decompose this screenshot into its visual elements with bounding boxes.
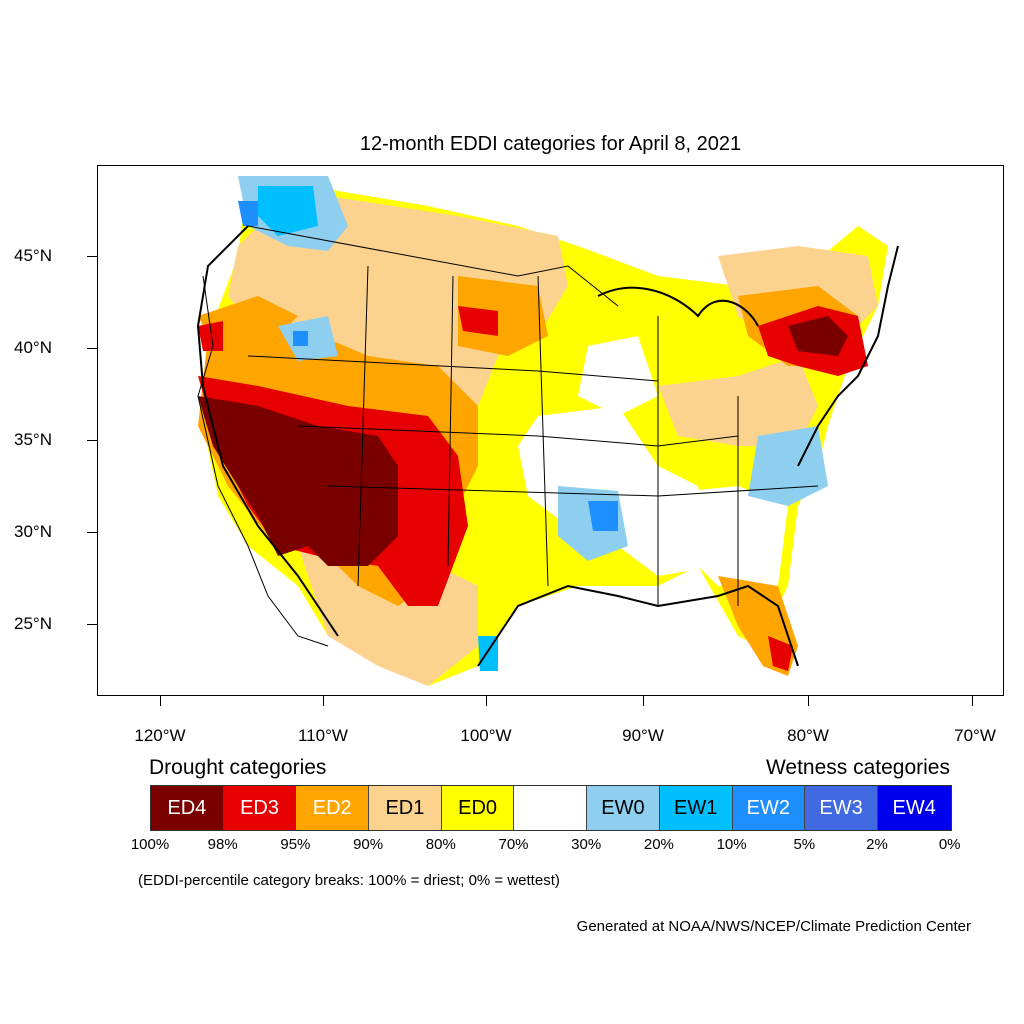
lon-label: 80°W (787, 726, 829, 745)
lon-tick (486, 696, 487, 706)
lat-tick (87, 348, 97, 349)
percent-break-label: 90% (353, 836, 384, 853)
lon-tick (643, 696, 644, 706)
percent-break-label: 95% (280, 836, 311, 853)
lat-tick (87, 256, 97, 257)
category-note: (EDDI-percentile category breaks: 100% =… (138, 872, 560, 889)
legend-cell-ed4: ED4 (151, 786, 224, 830)
percent-break-label: 30% (571, 836, 602, 853)
percent-break-label: 0% (938, 836, 961, 853)
lon-tick (972, 696, 973, 706)
legend-cell-ed2: ED2 (296, 786, 370, 830)
legend-cell-normal (514, 786, 588, 830)
percent-break-label: 80% (425, 836, 456, 853)
legend-cell-ew3: EW3 (805, 786, 878, 830)
legend-cell-ew1: EW1 (659, 786, 733, 830)
lon-label: 100°W (460, 726, 512, 745)
category-legend: ED4 ED3 ED2 ED1 ED0 EW0 EW1 EW2 EW3 EW4 (150, 785, 952, 831)
lat-label: 45°N (14, 246, 52, 265)
percent-break-label: 70% (498, 836, 529, 853)
drought-heading: Drought categories (149, 756, 327, 779)
legend-cell-ew2: EW2 (732, 786, 806, 830)
legend-cell-ed0: ED0 (441, 786, 515, 830)
lat-label: 30°N (14, 522, 52, 541)
lon-tick (323, 696, 324, 706)
legend-cell-ed3: ED3 (223, 786, 297, 830)
percent-break-label: 10% (716, 836, 747, 853)
wetness-heading: Wetness categories (765, 756, 950, 779)
credit-line: Generated at NOAA/NWS/NCEP/Climate Predi… (576, 918, 971, 935)
percent-break-label: 5% (793, 836, 816, 853)
percent-break-label: 98% (207, 836, 238, 853)
eddi-map (97, 165, 1004, 696)
percent-break-label: 100% (130, 836, 170, 853)
lat-tick (87, 440, 97, 441)
legend-cell-ed1: ED1 (369, 786, 442, 830)
lon-label: 120°W (134, 726, 186, 745)
lon-label: 110°W (298, 726, 348, 745)
legend-cell-ew0: EW0 (587, 786, 660, 830)
lat-label: 25°N (14, 614, 52, 633)
map-title: 12-month EDDI categories for April 8, 20… (359, 133, 742, 155)
percent-break-label: 2% (866, 836, 888, 853)
percent-break-label: 20% (643, 836, 674, 853)
lon-label: 90°W (622, 726, 664, 745)
conus-map-graphic (196, 176, 899, 686)
lat-tick (87, 624, 97, 625)
lon-tick (808, 696, 809, 706)
lat-label: 40°N (14, 338, 52, 357)
legend-cell-ew4: EW4 (877, 786, 951, 830)
lat-label: 35°N (14, 430, 52, 449)
lon-tick (160, 696, 161, 706)
lon-label: 70°W (954, 726, 996, 745)
lat-tick (87, 532, 97, 533)
